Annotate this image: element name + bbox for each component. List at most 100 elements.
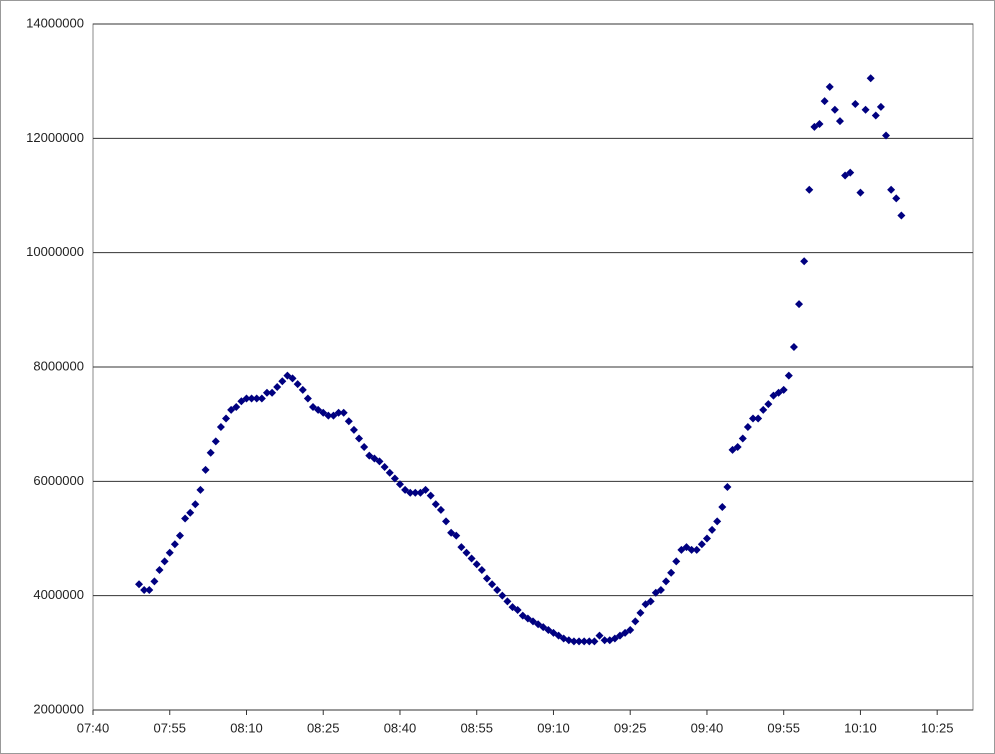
point [656, 585, 665, 594]
point [882, 131, 891, 140]
point [738, 434, 747, 443]
point [278, 377, 287, 386]
x-tick-label: 07:40 [77, 720, 110, 735]
point [150, 577, 159, 586]
point [759, 405, 768, 414]
point [344, 417, 353, 426]
point [477, 565, 486, 574]
point [585, 637, 594, 646]
point [385, 468, 394, 477]
point [273, 383, 282, 392]
point [692, 545, 701, 554]
point [580, 637, 589, 646]
x-tick-label: 10:25 [921, 720, 954, 735]
point [390, 474, 399, 483]
point [830, 105, 839, 114]
point [472, 560, 481, 569]
point [846, 168, 855, 177]
x-tick-label: 09:40 [691, 720, 724, 735]
point [851, 100, 860, 109]
point [216, 423, 225, 432]
point [631, 617, 640, 626]
point [170, 540, 179, 549]
point [887, 185, 896, 194]
point [186, 508, 195, 517]
y-tick-label: 8000000 [33, 358, 84, 373]
x-tick-label: 10:10 [844, 720, 877, 735]
point [718, 503, 727, 512]
point [784, 371, 793, 380]
point [442, 517, 451, 526]
y-tick-label: 2000000 [33, 701, 84, 716]
point [324, 411, 333, 420]
point [355, 434, 364, 443]
point [795, 300, 804, 309]
x-tick-label: 09:55 [767, 720, 800, 735]
point [702, 534, 711, 543]
point [713, 517, 722, 526]
point [743, 423, 752, 432]
point [160, 557, 169, 566]
point [426, 491, 435, 500]
point [457, 543, 466, 552]
x-tick-label: 08:10 [230, 720, 263, 735]
point [222, 414, 231, 423]
point [636, 608, 645, 617]
point [590, 637, 599, 646]
point [268, 388, 277, 397]
x-tick-label: 08:40 [384, 720, 417, 735]
point [820, 97, 829, 106]
point [145, 585, 154, 594]
point [789, 342, 798, 351]
point [697, 540, 706, 549]
point [897, 211, 906, 220]
point [232, 403, 241, 412]
point [646, 597, 655, 606]
point [779, 385, 788, 394]
point [431, 500, 440, 509]
point [196, 485, 205, 494]
point [452, 531, 461, 540]
point [866, 74, 875, 83]
point [600, 636, 609, 645]
point [252, 394, 261, 403]
y-tick-label: 4000000 [33, 587, 84, 602]
point [175, 531, 184, 540]
x-tick-label: 09:25 [614, 720, 647, 735]
point [135, 580, 144, 589]
x-tick-label: 08:25 [307, 720, 340, 735]
x-tick-label: 07:55 [153, 720, 186, 735]
point [242, 394, 251, 403]
point [436, 505, 445, 514]
y-tick-label: 6000000 [33, 473, 84, 488]
x-tick-label: 09:10 [537, 720, 570, 735]
point [262, 388, 271, 397]
point [467, 554, 476, 563]
point [805, 185, 814, 194]
point [595, 631, 604, 640]
y-tick-label: 12000000 [26, 130, 84, 145]
point [334, 408, 343, 417]
point [488, 580, 497, 589]
point [165, 548, 174, 557]
x-tick-label: 08:55 [460, 720, 493, 735]
point [298, 385, 307, 394]
y-tick-label: 10000000 [26, 244, 84, 259]
point [575, 637, 584, 646]
point [503, 597, 512, 606]
point [861, 105, 870, 114]
point [749, 414, 757, 423]
point [380, 463, 389, 472]
point [733, 443, 742, 452]
point [708, 525, 717, 534]
point [825, 82, 834, 91]
y-tick-label: 14000000 [26, 15, 84, 30]
point [856, 188, 865, 197]
point [421, 485, 430, 494]
point [871, 111, 880, 120]
point [687, 545, 696, 554]
point [892, 194, 901, 203]
